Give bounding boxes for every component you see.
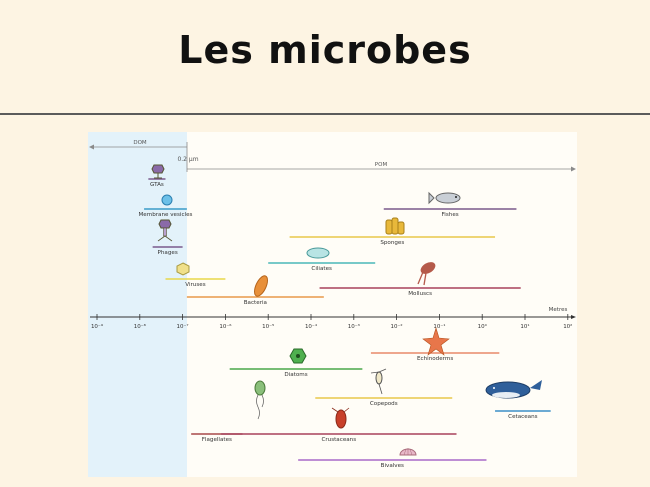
dom-arrowhead xyxy=(89,144,94,150)
range-label: Echinoderms xyxy=(417,356,453,362)
page-title: Les microbes xyxy=(178,28,472,72)
ciliate-icon xyxy=(306,247,330,259)
axis-tick-label: 10⁻⁹ xyxy=(91,323,103,330)
range-label: Bivalves xyxy=(381,463,404,469)
range-label: Cetaceans xyxy=(508,414,537,420)
range-label: Membrane vesicles xyxy=(138,212,192,218)
range-label: Diatoms xyxy=(284,372,307,378)
axis-tick-label: 10⁻⁴ xyxy=(305,323,318,330)
range-label: Flagellates xyxy=(202,437,232,443)
pom-arrowhead xyxy=(571,166,576,172)
axis-tick-label: 10¹ xyxy=(520,323,529,330)
bivalve-icon xyxy=(399,448,417,456)
axis-tick-label: 10⁻⁵ xyxy=(262,323,274,330)
crustacean-icon xyxy=(331,407,350,429)
range-label: Phages xyxy=(157,250,177,256)
axis-tick-label: 10⁻² xyxy=(391,323,403,330)
vesicle-icon xyxy=(161,194,173,206)
sponge-icon xyxy=(385,217,405,235)
range-label: GTAs xyxy=(150,182,164,188)
range-label: Crustaceans xyxy=(321,437,356,443)
range-label: Molluscs xyxy=(408,291,432,297)
diatom-icon xyxy=(289,348,307,364)
fish-icon xyxy=(428,191,461,205)
pom-label: POM xyxy=(375,162,388,168)
bacteria-icon xyxy=(254,275,268,297)
axis-tick-label: 10⁻⁷ xyxy=(177,323,189,330)
starfish-icon xyxy=(422,326,450,356)
virus-icon xyxy=(176,262,190,276)
flagellate-icon xyxy=(254,380,266,420)
axis-tick-label: 10⁻⁶ xyxy=(219,323,232,330)
axis-ticks: 10⁻⁹ 10⁻⁸ 10⁻⁷ 10⁻⁶ 10⁻⁵ 10⁻⁴ 10⁻³ 10⁻² 10⁻¹ 10⁰ 1… xyxy=(91,314,572,330)
axis-tick-label: 10² xyxy=(563,323,572,330)
title-divider xyxy=(0,113,650,115)
cutoff-label: 0.2 µm xyxy=(177,156,198,163)
range-label: Sponges xyxy=(380,240,404,246)
dom-region xyxy=(88,132,187,477)
mollusc-icon xyxy=(417,262,436,286)
axis-label: Metres xyxy=(549,307,568,313)
dom-label: DOM xyxy=(133,140,147,146)
axis-tick-label: 10⁻³ xyxy=(348,323,360,330)
range-label: Ciliates xyxy=(311,266,332,272)
range-label: Fishes xyxy=(442,212,459,218)
axis-arrowhead xyxy=(571,315,576,319)
range-label: Bacteria xyxy=(244,300,267,306)
axis-tick-label: 10⁻⁸ xyxy=(134,323,147,330)
range-label: Viruses xyxy=(185,282,205,288)
figure-canvas: DOM 0.2 µm POM Metres 10⁻⁹ 10⁻⁸ 10⁻⁷ 10⁻⁶ 10… xyxy=(89,140,576,469)
whale-icon xyxy=(485,380,542,399)
copepod-icon xyxy=(370,368,387,395)
axis-tick-label: 10⁻¹ xyxy=(433,323,445,330)
size-scale-figure: DOM 0.2 µm POM Metres 10⁻⁹ 10⁻⁸ 10⁻⁷ 10⁻⁶ 10… xyxy=(88,132,577,477)
phage-icon xyxy=(157,219,173,242)
organism-ranges: GTAs Membrane vesicles Phages Viruses Bacter… xyxy=(138,178,551,469)
axis-tick-label: 10⁰ xyxy=(478,323,488,330)
range-label: Copepods xyxy=(370,401,398,407)
gta-icon xyxy=(151,164,165,179)
